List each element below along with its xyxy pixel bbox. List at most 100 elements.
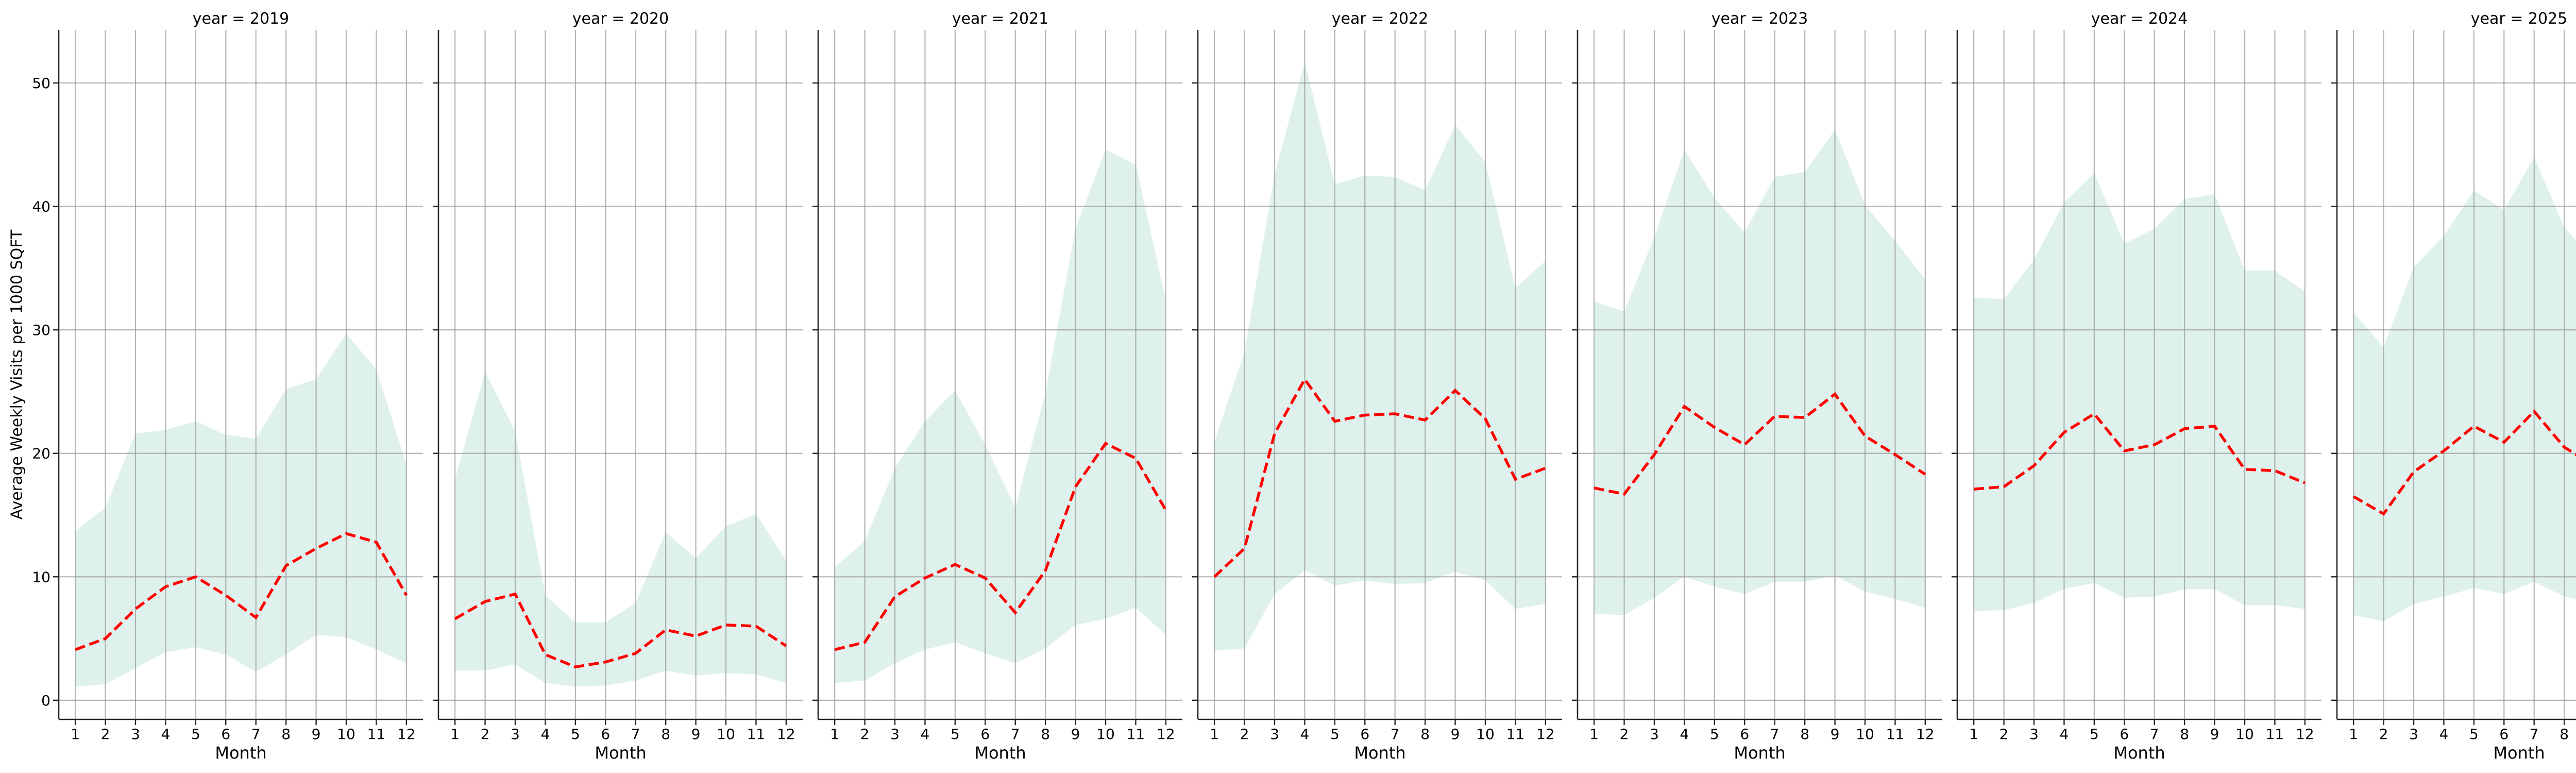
x-tick-label: 7 xyxy=(2530,726,2539,743)
x-tick-label: 7 xyxy=(2150,726,2159,743)
y-tick-label: 20 xyxy=(32,445,50,462)
x-tick-label: 10 xyxy=(2235,726,2254,743)
x-tick-label: 3 xyxy=(1270,726,1279,743)
x-tick-label: 3 xyxy=(2029,726,2039,743)
x-tick-label: 8 xyxy=(1420,726,1430,743)
x-tick-label: 1 xyxy=(450,726,460,743)
x-tick-label: 10 xyxy=(1856,726,1874,743)
x-tick-label: 8 xyxy=(661,726,670,743)
percentile-band xyxy=(1214,62,1546,651)
y-axis-label: Average Weekly Visits per 1000 SQFT xyxy=(8,229,26,520)
x-tick-label: 1 xyxy=(1589,726,1599,743)
x-tick-label: 8 xyxy=(1800,726,1809,743)
median-line xyxy=(1594,392,1926,496)
x-axis-label: Month xyxy=(1734,743,1785,763)
x-tick-label: 7 xyxy=(251,726,261,743)
x-tick-label: 5 xyxy=(1330,726,1340,743)
percentile-band xyxy=(1974,173,2305,612)
x-tick-label: 1 xyxy=(71,726,80,743)
x-tick-label: 4 xyxy=(161,726,171,743)
grid xyxy=(438,30,803,719)
x-tick-label: 2 xyxy=(1620,726,1629,743)
x-tick-label: 7 xyxy=(631,726,640,743)
x-tick-label: 9 xyxy=(1451,726,1460,743)
x-tick-label: 12 xyxy=(1536,726,1555,743)
x-tick-label: 12 xyxy=(777,726,795,743)
panel-title: year = 2020 xyxy=(572,10,669,28)
grid xyxy=(1578,30,1942,719)
median-line xyxy=(834,442,1167,651)
x-tick-label: 7 xyxy=(1391,726,1400,743)
x-tick-label: 4 xyxy=(921,726,930,743)
x-tick-label: 12 xyxy=(397,726,416,743)
x-tick-label: 9 xyxy=(2210,726,2219,743)
x-tick-label: 7 xyxy=(1770,726,1780,743)
x-tick-label: 2 xyxy=(481,726,490,743)
x-tick-label: 11 xyxy=(1127,726,1145,743)
x-tick-label: 12 xyxy=(1916,726,1935,743)
y-tick-label: 0 xyxy=(41,692,50,709)
x-tick-label: 8 xyxy=(2560,726,2569,743)
x-tick-label: 11 xyxy=(1506,726,1525,743)
y-tick-label: 50 xyxy=(32,75,50,92)
x-tick-label: 11 xyxy=(2266,726,2284,743)
x-tick-label: 12 xyxy=(2296,726,2314,743)
x-tick-label: 7 xyxy=(1011,726,1020,743)
percentile-band xyxy=(2353,157,2576,621)
x-tick-label: 6 xyxy=(601,726,610,743)
x-axis-label: Month xyxy=(2493,743,2545,763)
x-tick-label: 9 xyxy=(1831,726,1840,743)
x-tick-label: 4 xyxy=(1680,726,1689,743)
median-line xyxy=(454,592,787,669)
panel-title: year = 2019 xyxy=(193,10,290,28)
x-tick-label: 4 xyxy=(1300,726,1310,743)
panel-title: year = 2024 xyxy=(2091,10,2188,28)
x-tick-label: 1 xyxy=(1210,726,1219,743)
x-tick-label: 3 xyxy=(1650,726,1659,743)
x-tick-label: 3 xyxy=(131,726,140,743)
y-tick-label: 30 xyxy=(32,322,50,339)
x-tick-label: 2 xyxy=(1240,726,1249,743)
panel-title: year = 2021 xyxy=(952,10,1049,28)
x-tick-label: 5 xyxy=(2469,726,2479,743)
x-axis-label: Month xyxy=(2113,743,2165,763)
x-tick-label: 2 xyxy=(2379,726,2388,743)
median-line xyxy=(1213,376,1546,578)
x-tick-label: 9 xyxy=(1071,726,1080,743)
x-tick-label: 6 xyxy=(221,726,230,743)
panel-title: year = 2022 xyxy=(1332,10,1429,28)
panel-title: year = 2023 xyxy=(1711,10,1808,28)
x-tick-label: 2 xyxy=(1999,726,2009,743)
x-axis-label: Month xyxy=(974,743,1026,763)
x-tick-label: 5 xyxy=(191,726,200,743)
grid xyxy=(1957,30,2321,719)
x-tick-label: 9 xyxy=(312,726,321,743)
x-tick-label: 3 xyxy=(511,726,520,743)
x-tick-label: 6 xyxy=(1360,726,1369,743)
grid xyxy=(818,30,1182,719)
percentile-band xyxy=(1594,130,1925,615)
x-tick-label: 2 xyxy=(860,726,870,743)
x-tick-label: 6 xyxy=(1740,726,1749,743)
x-tick-label: 4 xyxy=(2439,726,2449,743)
x-tick-label: 11 xyxy=(747,726,766,743)
percentile-band xyxy=(75,333,406,687)
x-tick-label: 8 xyxy=(1041,726,1050,743)
x-tick-label: 3 xyxy=(890,726,900,743)
grid xyxy=(2337,30,2576,719)
x-tick-label: 4 xyxy=(541,726,550,743)
median-line xyxy=(1973,412,2306,491)
x-tick-label: 5 xyxy=(2090,726,2099,743)
panel-title: year = 2025 xyxy=(2471,10,2568,28)
percentile-band xyxy=(455,372,786,687)
x-tick-label: 10 xyxy=(717,726,735,743)
x-tick-label: 8 xyxy=(281,726,291,743)
percentile-band xyxy=(835,149,1166,683)
x-tick-label: 10 xyxy=(337,726,355,743)
x-tick-label: 1 xyxy=(830,726,839,743)
